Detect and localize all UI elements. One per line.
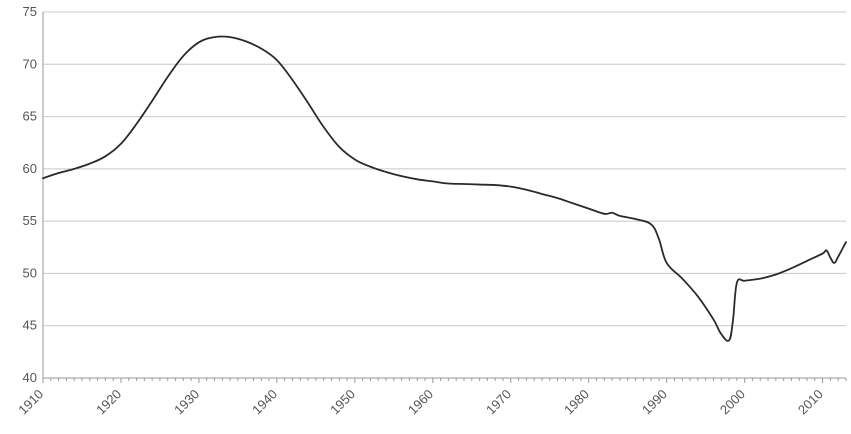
gridlines (43, 11, 846, 327)
series-line-0 (42, 35, 847, 342)
y-tick-label: 60 (23, 161, 37, 176)
y-tick-label: 65 (23, 109, 37, 124)
y-tick-label: 40 (23, 370, 37, 385)
y-tick-label: 75 (23, 4, 37, 19)
series-layer (42, 35, 847, 342)
axes (42, 12, 847, 383)
y-tick-labels: 40 45 50 55 60 65 70 75 (23, 4, 37, 385)
y-tick-label: 50 (23, 265, 37, 280)
y-tick-label: 45 (23, 318, 37, 333)
y-tick-label: 55 (23, 213, 37, 228)
y-tick-label: 70 (23, 56, 37, 71)
